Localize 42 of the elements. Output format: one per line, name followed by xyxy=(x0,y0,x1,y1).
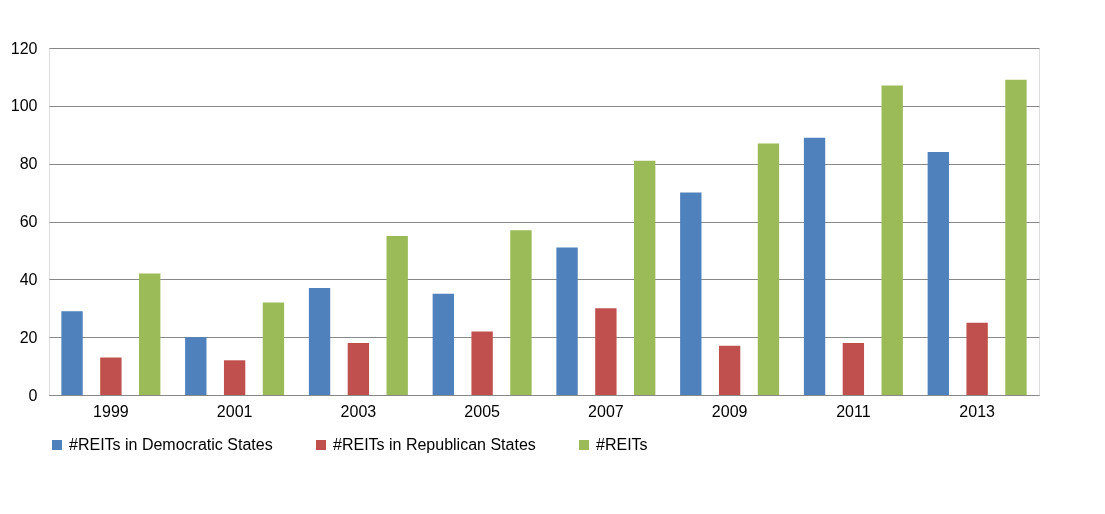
bar xyxy=(927,152,949,395)
x-tick-label: 2011 xyxy=(836,402,871,420)
bar xyxy=(61,311,83,395)
bar xyxy=(680,192,702,395)
legend-label: #REITs in Republican States xyxy=(333,436,536,453)
x-tick-label: 2013 xyxy=(959,402,996,420)
y-tick-label: 20 xyxy=(19,328,38,346)
bar xyxy=(1005,79,1027,395)
bar xyxy=(308,288,331,395)
bar xyxy=(223,360,246,395)
bar xyxy=(803,137,826,395)
bar xyxy=(510,230,532,395)
y-tick-label: 120 xyxy=(10,39,38,57)
x-tick-label: 2001 xyxy=(216,402,253,420)
bar xyxy=(347,342,370,395)
legend-label: #REITs xyxy=(596,436,648,453)
y-tick-label: 40 xyxy=(19,270,38,288)
bar xyxy=(471,331,493,395)
bar xyxy=(185,337,207,395)
bar xyxy=(595,308,617,395)
bar xyxy=(966,322,988,395)
bar xyxy=(718,345,741,395)
x-tick-label: 2003 xyxy=(340,402,377,420)
bar xyxy=(842,342,865,395)
bar xyxy=(757,143,780,395)
y-tick-label: 60 xyxy=(19,213,38,230)
bar xyxy=(262,302,285,395)
x-tick-label: 2007 xyxy=(588,402,624,420)
y-tick-label: 0 xyxy=(28,386,38,404)
x-tick-label: 2005 xyxy=(464,402,501,420)
x-tick-label: 2009 xyxy=(711,402,748,420)
bar xyxy=(881,85,903,395)
bar xyxy=(634,160,656,395)
bar xyxy=(556,247,578,395)
y-tick-label: 80 xyxy=(19,155,38,173)
bar xyxy=(100,357,122,395)
x-tick-label: 1999 xyxy=(93,402,129,420)
bar xyxy=(386,235,408,395)
bar xyxy=(432,293,454,395)
y-tick-label: 100 xyxy=(10,97,38,115)
bar xyxy=(139,273,161,395)
legend-label: #REITs in Democratic States xyxy=(69,436,273,453)
